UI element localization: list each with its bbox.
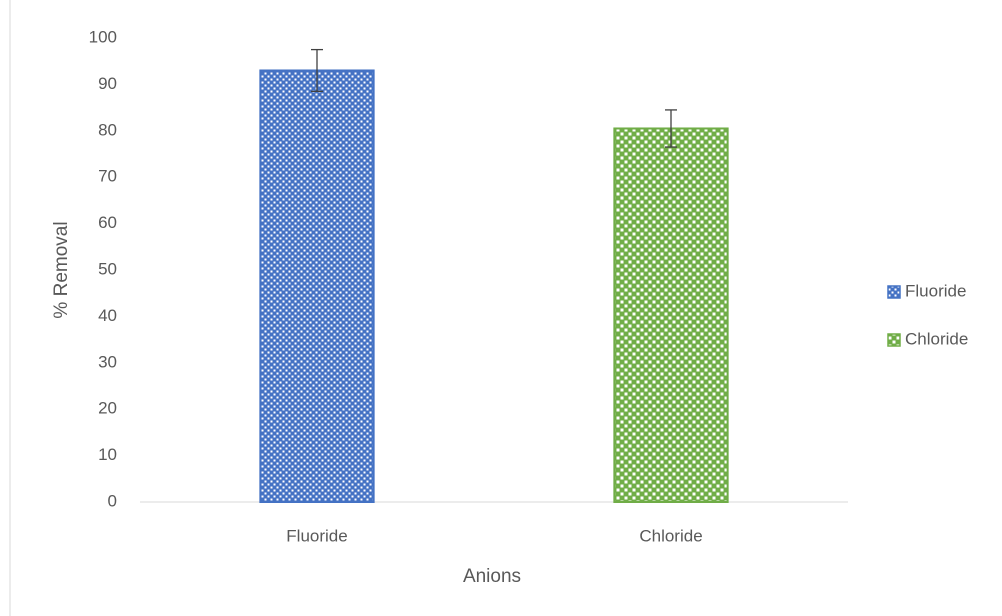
y-tick-label: 50 (98, 259, 117, 278)
x-axis-title: Anions (463, 566, 521, 587)
y-tick-label: 40 (98, 306, 117, 325)
y-tick-label: 30 (98, 352, 117, 371)
legend-swatch (887, 333, 901, 347)
y-tick-label: 100 (89, 27, 117, 46)
legend-label: Fluoride (905, 281, 966, 300)
y-tick-label: 70 (98, 167, 117, 186)
bar (613, 127, 729, 503)
y-tick-label: 80 (98, 120, 117, 139)
bar (259, 69, 375, 503)
y-tick-label: 0 (108, 491, 117, 510)
y-tick-label: 90 (98, 74, 117, 93)
legend-label: Chloride (905, 329, 968, 348)
y-tick-label: 20 (98, 399, 117, 418)
legend-swatch (887, 285, 901, 299)
y-axis-title: % Removal (51, 221, 72, 318)
x-tick-label: Fluoride (286, 526, 347, 545)
y-tick-label: 10 (98, 445, 117, 464)
y-tick-label: 60 (98, 213, 117, 232)
x-tick-label: Chloride (639, 526, 702, 545)
